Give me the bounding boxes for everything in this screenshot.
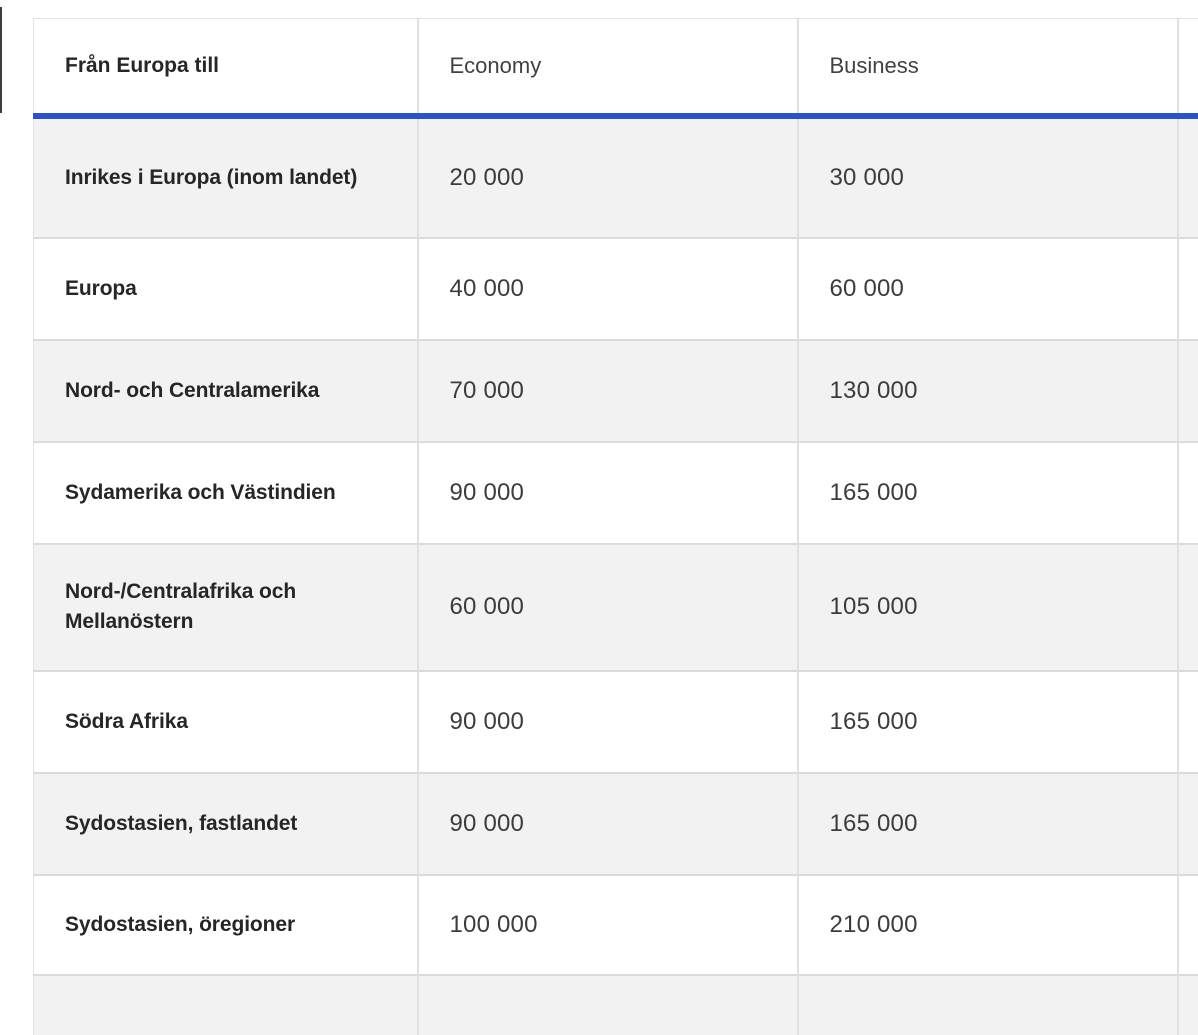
header-origin: Från Europa till xyxy=(34,19,418,116)
table-body: Inrikes i Europa (inom landet) 20 000 30… xyxy=(34,116,1198,1035)
economy-value: 100 000 xyxy=(418,875,798,975)
extra-cell xyxy=(1178,116,1198,238)
table-row: Sydostasien, öregioner 100 000 210 000 xyxy=(34,875,1198,975)
destination-label: Sydostasien, fastlandet xyxy=(34,773,418,875)
economy-value xyxy=(418,975,798,1035)
business-value: 60 000 xyxy=(798,238,1178,340)
economy-value: 40 000 xyxy=(418,238,798,340)
destination-label: Sydamerika och Västindien xyxy=(34,442,418,544)
table-row: Inrikes i Europa (inom landet) 20 000 30… xyxy=(34,116,1198,238)
header-business: Business xyxy=(798,19,1178,116)
destination-label xyxy=(34,975,418,1035)
business-value: 165 000 xyxy=(798,671,1178,773)
page-edge-line xyxy=(0,7,2,113)
header-economy: Economy xyxy=(418,19,798,116)
extra-cell xyxy=(1178,671,1198,773)
destination-label: Inrikes i Europa (inom landet) xyxy=(34,116,418,238)
business-value: 30 000 xyxy=(798,116,1178,238)
table-row: Nord-/Centralafrika och Mellanöstern 60 … xyxy=(34,544,1198,671)
business-value: 105 000 xyxy=(798,544,1178,671)
extra-cell xyxy=(1178,544,1198,671)
page: { "colors": { "accent_blue": "#2b54c0", … xyxy=(0,0,1198,994)
table-row: Nord- och Centralamerika 70 000 130 000 xyxy=(34,340,1198,442)
extra-cell xyxy=(1178,773,1198,875)
extra-cell xyxy=(1178,442,1198,544)
business-value: 165 000 xyxy=(798,773,1178,875)
business-value xyxy=(798,975,1178,1035)
extra-cell xyxy=(1178,238,1198,340)
economy-value: 90 000 xyxy=(418,442,798,544)
destination-label: Europa xyxy=(34,238,418,340)
economy-value: 90 000 xyxy=(418,671,798,773)
extra-cell xyxy=(1178,340,1198,442)
table-header: Från Europa till Economy Business xyxy=(34,19,1198,116)
economy-value: 70 000 xyxy=(418,340,798,442)
destination-label: Nord-/Centralafrika och Mellanöstern xyxy=(34,544,418,671)
header-extra-clipped xyxy=(1178,19,1198,116)
table-header-row: Från Europa till Economy Business xyxy=(34,19,1198,116)
award-points-table: Från Europa till Economy Business Inrike… xyxy=(33,18,1198,1035)
business-value: 210 000 xyxy=(798,875,1178,975)
table-row: Sydostasien, fastlandet 90 000 165 000 xyxy=(34,773,1198,875)
table-row-partial xyxy=(34,975,1198,1035)
business-value: 130 000 xyxy=(798,340,1178,442)
table-row: Södra Afrika 90 000 165 000 xyxy=(34,671,1198,773)
economy-value: 20 000 xyxy=(418,116,798,238)
destination-label: Södra Afrika xyxy=(34,671,418,773)
extra-cell xyxy=(1178,875,1198,975)
table-row: Europa 40 000 60 000 xyxy=(34,238,1198,340)
table-row: Sydamerika och Västindien 90 000 165 000 xyxy=(34,442,1198,544)
extra-cell xyxy=(1178,975,1198,1035)
business-value: 165 000 xyxy=(798,442,1178,544)
destination-label: Nord- och Centralamerika xyxy=(34,340,418,442)
award-points-table-container: Från Europa till Economy Business Inrike… xyxy=(33,18,1198,1035)
destination-label: Sydostasien, öregioner xyxy=(34,875,418,975)
economy-value: 60 000 xyxy=(418,544,798,671)
economy-value: 90 000 xyxy=(418,773,798,875)
